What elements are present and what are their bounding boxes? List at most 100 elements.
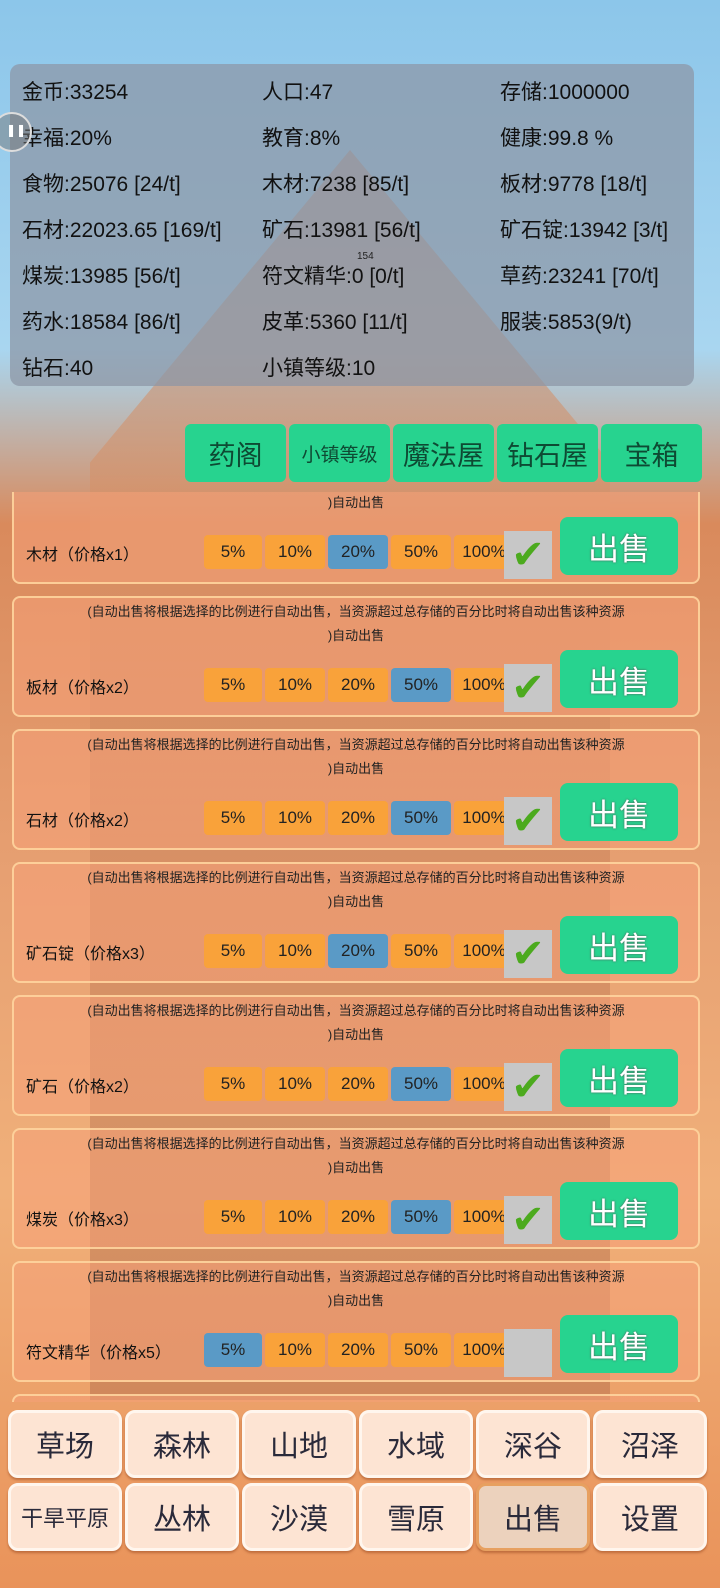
- percent-option[interactable]: 20%: [328, 668, 388, 702]
- auto-sell-checkbox[interactable]: [504, 1329, 552, 1377]
- nav-森林[interactable]: 森林: [125, 1410, 239, 1478]
- top-button-2[interactable]: 魔法屋: [393, 424, 494, 482]
- auto-sell-checkbox[interactable]: ✔: [504, 1063, 552, 1111]
- sell-button[interactable]: 出售: [560, 1182, 678, 1240]
- top-buttons: 药阁 小镇等级 魔法屋 钻石屋 宝箱: [185, 424, 702, 482]
- percent-option[interactable]: 10%: [265, 801, 325, 835]
- percent-option[interactable]: 10%: [265, 668, 325, 702]
- check-icon: ✔: [511, 1065, 545, 1109]
- auto-sell-checkbox[interactable]: ✔: [504, 531, 552, 579]
- top-button-4[interactable]: 宝箱: [601, 424, 702, 482]
- percent-option[interactable]: 5%: [204, 668, 262, 702]
- percent-option[interactable]: 20%: [328, 1200, 388, 1234]
- nav-丛林[interactable]: 丛林: [125, 1483, 239, 1551]
- nav-row-1: 草场 森林 山地 水域 深谷 沼泽: [8, 1410, 707, 1478]
- sell-button[interactable]: 出售: [560, 916, 678, 974]
- nav-沼泽[interactable]: 沼泽: [593, 1410, 707, 1478]
- percent-option[interactable]: 50%: [391, 535, 451, 569]
- percent-option[interactable]: 50%: [391, 1067, 451, 1101]
- percent-option[interactable]: 50%: [391, 668, 451, 702]
- pause-button[interactable]: [0, 112, 32, 152]
- stat-item: 木材:7238 [85/t]: [262, 173, 410, 196]
- nav-设置[interactable]: 设置: [593, 1483, 707, 1551]
- auto-sell-checkbox[interactable]: ✔: [504, 1196, 552, 1244]
- nav-草场[interactable]: 草场: [8, 1410, 122, 1478]
- sell-button[interactable]: 出售: [560, 517, 678, 575]
- resource-card: [12, 1394, 700, 1402]
- sell-button[interactable]: 出售: [560, 783, 678, 841]
- percent-option[interactable]: 5%: [204, 1200, 262, 1234]
- nav-深谷[interactable]: 深谷: [476, 1410, 590, 1478]
- stat-item: 小镇等级:10: [262, 357, 376, 380]
- percent-option[interactable]: 10%: [265, 934, 325, 968]
- percent-option[interactable]: 5%: [204, 535, 262, 569]
- sell-button[interactable]: 出售: [560, 1315, 678, 1373]
- percent-option[interactable]: 10%: [265, 535, 325, 569]
- auto-sell-description: (自动出售将根据选择的比例进行自动出售，当资源超过总存储的百分比时将自动出售该种…: [14, 1130, 698, 1180]
- top-button-1[interactable]: 小镇等级: [289, 424, 390, 482]
- top-button-3[interactable]: 钻石屋: [497, 424, 598, 482]
- check-icon: ✔: [511, 666, 545, 710]
- desc-line: (自动出售将根据选择的比例进行自动出售，当资源超过总存储的百分比时将自动出售该种…: [87, 870, 625, 885]
- auto-sell-description: (自动出售将根据选择的比例进行自动出售，当资源超过总存储的百分比时将自动出售该种…: [14, 1263, 698, 1313]
- stat-item: 食物:25076 [24/t]: [22, 173, 181, 196]
- resource-card: (自动出售将根据选择的比例进行自动出售，当资源超过总存储的百分比时将自动出售该种…: [12, 1128, 700, 1249]
- resource-row: 石材（价格x2） 5% 10% 20% 50% 100% ✔ 出售: [14, 783, 698, 851]
- stat-item: 矿石:13981 [56/t]: [262, 219, 421, 242]
- resource-card: (自动出售将根据选择的比例进行自动出售，当资源超过总存储的百分比时将自动出售该种…: [12, 862, 700, 983]
- sell-button[interactable]: 出售: [560, 1049, 678, 1107]
- percent-option[interactable]: 50%: [391, 1333, 451, 1367]
- resource-name: 木材（价格x1）: [26, 547, 139, 564]
- desc-line: (自动出售将根据选择的比例进行自动出售，当资源超过总存储的百分比时将自动出售该种…: [87, 737, 625, 752]
- percent-option[interactable]: 5%: [204, 1333, 262, 1367]
- sell-button[interactable]: 出售: [560, 650, 678, 708]
- sell-list[interactable]: (自动出售将根据选择的比例进行自动出售，当资源超过总存储的百分比时将自动出售该种…: [0, 492, 720, 1402]
- nav-干旱平原[interactable]: 干旱平原: [8, 1483, 122, 1551]
- stat-item: 石材:22023.65 [169/t]: [22, 219, 222, 242]
- auto-sell-checkbox[interactable]: ✔: [504, 797, 552, 845]
- desc-line: (自动出售将根据选择的比例进行自动出售，当资源超过总存储的百分比时将自动出售该种…: [87, 1269, 625, 1284]
- auto-sell-checkbox[interactable]: ✔: [504, 664, 552, 712]
- nav-row-2: 干旱平原 丛林 沙漠 雪原 出售 设置: [8, 1483, 707, 1551]
- stat-item: 矿石锭:13942 [3/t]: [500, 219, 669, 242]
- desc-line: )自动出售: [327, 894, 385, 909]
- percent-option[interactable]: 10%: [265, 1067, 325, 1101]
- stat-item: 草药:23241 [70/t]: [500, 265, 659, 288]
- percent-option[interactable]: 10%: [265, 1333, 325, 1367]
- resource-row: 矿石锭（价格x3） 5% 10% 20% 50% 100% ✔ 出售: [14, 916, 698, 984]
- desc-line: )自动出售: [327, 1293, 385, 1308]
- auto-sell-description: (自动出售将根据选择的比例进行自动出售，当资源超过总存储的百分比时将自动出售该种…: [14, 731, 698, 781]
- nav-出售[interactable]: 出售: [476, 1483, 590, 1551]
- stat-item: 钻石:40: [22, 357, 94, 380]
- auto-sell-checkbox[interactable]: ✔: [504, 930, 552, 978]
- nav-水域[interactable]: 水域: [359, 1410, 473, 1478]
- nav-雪原[interactable]: 雪原: [359, 1483, 473, 1551]
- resource-row: 木材（价格x1） 5% 10% 20% 50% 100% ✔ 出售: [14, 517, 698, 585]
- stat-item: 药水:18584 [86/t]: [22, 311, 181, 334]
- percent-option[interactable]: 20%: [328, 535, 388, 569]
- percent-option[interactable]: 10%: [265, 1200, 325, 1234]
- nav-山地[interactable]: 山地: [242, 1410, 356, 1478]
- percent-option[interactable]: 5%: [204, 934, 262, 968]
- percent-option[interactable]: 20%: [328, 934, 388, 968]
- nav-沙漠[interactable]: 沙漠: [242, 1483, 356, 1551]
- percent-option[interactable]: 50%: [391, 934, 451, 968]
- percent-option[interactable]: 20%: [328, 1333, 388, 1367]
- resource-row: 符文精华（价格x5） 5% 10% 20% 50% 100% 出售: [14, 1315, 698, 1383]
- resource-card: (自动出售将根据选择的比例进行自动出售，当资源超过总存储的百分比时将自动出售该种…: [12, 729, 700, 850]
- resource-row: 板材（价格x2） 5% 10% 20% 50% 100% ✔ 出售: [14, 650, 698, 718]
- resource-name: 矿石（价格x2）: [26, 1079, 139, 1096]
- auto-sell-description: (自动出售将根据选择的比例进行自动出售，当资源超过总存储的百分比时将自动出售该种…: [14, 598, 698, 648]
- percent-option[interactable]: 50%: [391, 1200, 451, 1234]
- check-icon: ✔: [511, 1198, 545, 1242]
- percent-option[interactable]: 5%: [204, 801, 262, 835]
- percent-option[interactable]: 50%: [391, 801, 451, 835]
- percent-option[interactable]: 20%: [328, 1067, 388, 1101]
- resource-name: 石材（价格x2）: [26, 813, 139, 830]
- percent-option[interactable]: 20%: [328, 801, 388, 835]
- percent-option[interactable]: 5%: [204, 1067, 262, 1101]
- top-button-0[interactable]: 药阁: [185, 424, 286, 482]
- check-icon: ✔: [511, 932, 545, 976]
- stat-item: 金币:33254: [22, 81, 129, 104]
- stat-item: 健康:99.8 %: [500, 127, 614, 150]
